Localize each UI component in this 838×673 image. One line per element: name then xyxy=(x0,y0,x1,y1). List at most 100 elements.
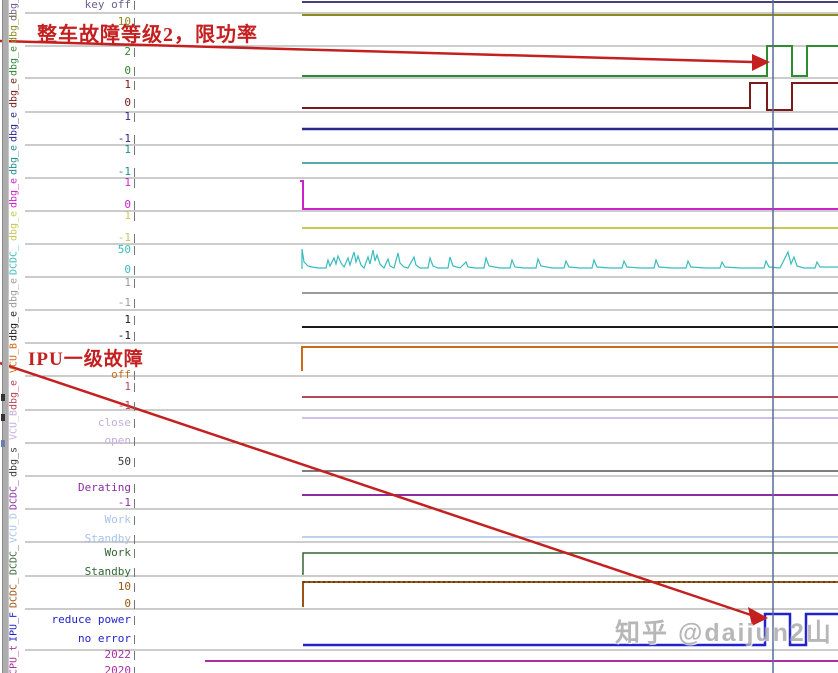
axis-tick xyxy=(134,635,135,644)
axis-tick xyxy=(134,135,135,144)
axis-tick xyxy=(134,279,135,288)
axis-tick xyxy=(134,549,135,558)
value-label: open xyxy=(104,434,132,447)
channel-name-10-dbg_e[interactable]: dbg_e xyxy=(8,310,20,342)
axis-tick xyxy=(134,299,135,308)
left-edge-glyph xyxy=(1,440,5,447)
value-label: reduce power xyxy=(51,613,131,626)
axis-tick xyxy=(134,266,135,275)
value-label: Work xyxy=(104,513,132,526)
value-label: 0 xyxy=(124,198,131,211)
value-label: 50 xyxy=(117,455,131,468)
annotation-fault-level2: 整车故障等级2，限功率 xyxy=(37,24,258,46)
channel-name-13-VCU_B[interactable]: VCU_B xyxy=(8,409,20,441)
axis-tick xyxy=(134,18,135,27)
axis-tick xyxy=(134,246,135,255)
value-label: 10 xyxy=(117,15,131,28)
axis-tick xyxy=(134,146,135,155)
signal-trace-VCU_B xyxy=(301,346,838,371)
channel-name-1-dbg_i[interactable]: dbg_i xyxy=(8,12,20,44)
annotation-arrowhead xyxy=(748,607,768,626)
value-label: Standby xyxy=(84,565,131,578)
channel-name-6-dbg_e[interactable]: dbg_e xyxy=(8,177,20,209)
channel-name-5-dbg_e[interactable]: dbg_e xyxy=(8,144,20,176)
axis-tick xyxy=(134,484,135,493)
value-label: key off xyxy=(84,0,131,11)
value-label: 1 xyxy=(124,143,131,156)
channel-name-8-DCDC_[interactable]: DCDC_ xyxy=(8,244,20,276)
annotation-arrowhead xyxy=(752,54,770,71)
signal-trace-DCDC_ xyxy=(302,552,838,575)
axis-tick xyxy=(134,201,135,210)
axis-tick xyxy=(134,332,135,341)
axis-tick xyxy=(134,1,135,10)
value-label: 2022 xyxy=(104,648,132,661)
value-label: 0 xyxy=(124,64,131,77)
channel-name-16-VCU_D[interactable]: VCU_D xyxy=(8,512,20,544)
channel-name-18-DCDC_[interactable]: DCDC_ xyxy=(8,577,20,609)
axis-tick xyxy=(134,383,135,392)
left-edge-glyph xyxy=(1,394,5,401)
axis-tick xyxy=(134,458,135,467)
axis-tick xyxy=(134,99,135,108)
watermark-text: 知乎 @daijun2山 xyxy=(615,619,833,647)
value-label: Work xyxy=(104,546,132,559)
channel-name-20-CPU_t[interactable]: CPU_t xyxy=(8,644,20,673)
axis-tick xyxy=(134,499,135,508)
signal-trace-DCDC_ xyxy=(301,248,838,270)
value-label: -1 xyxy=(117,132,131,145)
value-label: 1 xyxy=(124,110,131,123)
value-label: 1 xyxy=(124,276,131,289)
channel-name-15-DCDC_[interactable]: DCDC_ xyxy=(8,479,20,511)
axis-tick xyxy=(134,535,135,544)
value-label: 1 xyxy=(124,313,131,326)
value-label: 0 xyxy=(124,263,131,276)
value-label: 2020 xyxy=(104,664,132,673)
left-scrollbar[interactable] xyxy=(2,0,9,673)
axis-tick xyxy=(134,667,135,673)
channel-name-12-dbg_e[interactable]: dbg_e xyxy=(8,379,20,411)
channel-name-17-DCDC_[interactable]: DCDC_ xyxy=(8,544,20,576)
axis-tick xyxy=(134,48,135,57)
channel-name-11-VCU_B[interactable]: VCU_B xyxy=(8,342,20,374)
channel-name-2-dbg_e[interactable]: dbg_e xyxy=(8,45,20,77)
value-label: -1 xyxy=(117,296,131,309)
axis-tick xyxy=(134,371,135,380)
annotation-arrow-line xyxy=(0,39,753,64)
channel-name-19-IPU_F[interactable]: IPU_F xyxy=(8,611,20,643)
axis-tick xyxy=(134,651,135,660)
axis-tick xyxy=(134,568,135,577)
axis-tick xyxy=(134,168,135,177)
value-label: 10 xyxy=(117,580,131,593)
signal-trace-dbg_e xyxy=(302,82,838,111)
value-label: 0 xyxy=(124,96,131,109)
axis-tick xyxy=(134,616,135,625)
channel-name-7-dbg_e[interactable]: dbg_e xyxy=(8,210,20,242)
value-label: 1 xyxy=(124,209,131,222)
axis-tick xyxy=(134,81,135,90)
value-label: -1 xyxy=(117,496,131,509)
axis-tick xyxy=(134,67,135,76)
value-label: Derating xyxy=(78,481,131,494)
axis-tick xyxy=(134,316,135,325)
value-label: 2 xyxy=(124,45,131,58)
channel-name-9-dbg_e[interactable]: dbg_e xyxy=(8,277,20,309)
channel-name-4-dbg_e[interactable]: dbg_e xyxy=(8,111,20,143)
axis-tick xyxy=(134,179,135,188)
channel-name-14-dbg_s[interactable]: dbg_s xyxy=(8,446,20,478)
value-label: 1 xyxy=(124,78,131,91)
annotation-arrow-line xyxy=(0,361,752,617)
channel-name-3-dbg_e[interactable]: dbg_e xyxy=(8,77,20,109)
value-label: off xyxy=(111,368,131,381)
value-label: 50 xyxy=(117,243,131,256)
value-label: -1 xyxy=(117,231,131,244)
axis-tick xyxy=(134,419,135,428)
signal-trace-dbg_e xyxy=(300,180,838,210)
signal-trace-IPU_F xyxy=(303,612,838,647)
axis-tick xyxy=(134,600,135,609)
value-label: 0 xyxy=(124,597,131,610)
axis-tick xyxy=(134,402,135,411)
value-label: close xyxy=(97,416,131,429)
